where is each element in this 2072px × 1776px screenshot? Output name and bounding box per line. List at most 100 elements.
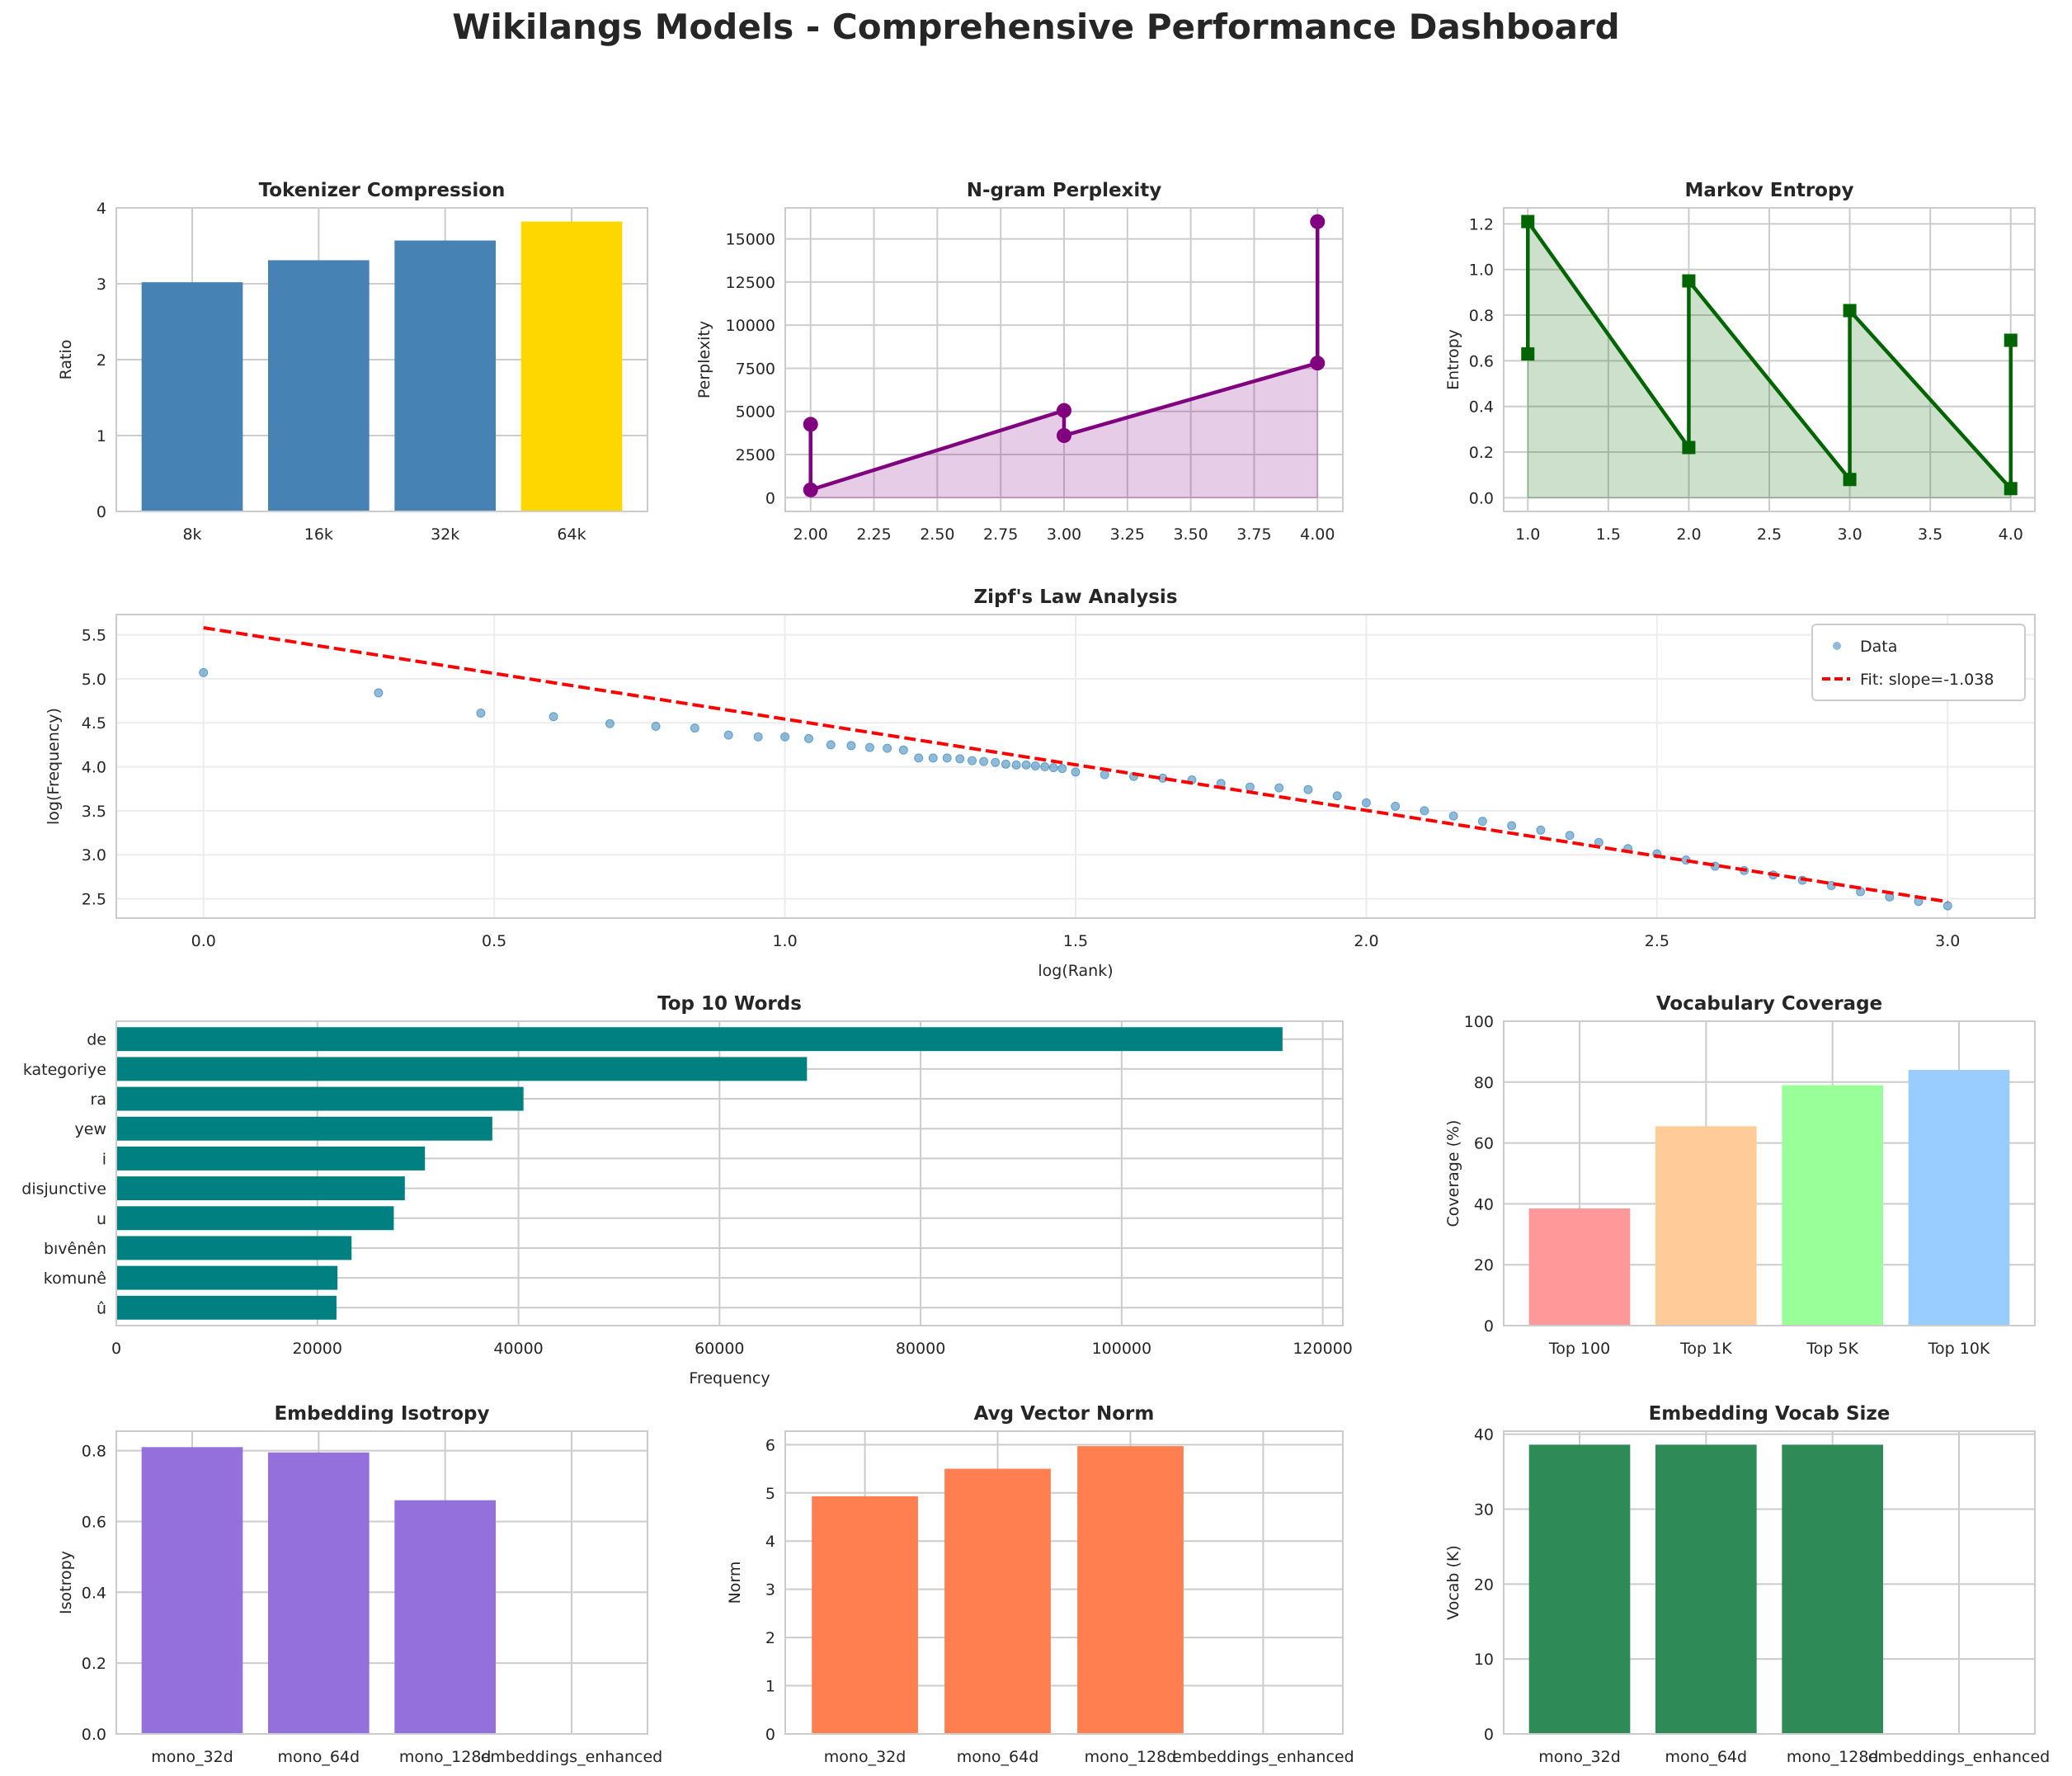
series-line — [808, 221, 1320, 492]
bar-mono_128d — [1077, 1446, 1184, 1734]
y-tick-label: û — [97, 1299, 106, 1317]
chart-title: Vocabulary Coverage — [1656, 993, 1882, 1015]
y-tick-label: 12500 — [726, 274, 775, 292]
data-point — [1942, 901, 1952, 911]
data-point — [1057, 403, 1071, 418]
bar-Top 5K — [1782, 1085, 1883, 1326]
axes-frame — [1503, 207, 2036, 512]
y-tick-label: bıvênên — [44, 1240, 106, 1258]
chart-coverage: Top 100 Top 1K Top 5K Top 10K 0 20 40 60 80 100 Vo… — [1444, 993, 2036, 1358]
y-tick-label: i — [102, 1150, 106, 1168]
x-tick-label: 0.0 — [191, 932, 216, 950]
x-tick-label: 32k — [431, 525, 459, 544]
chart-title: Avg Vector Norm — [974, 1403, 1155, 1425]
y-tick-label: 40 — [1474, 1426, 1494, 1444]
y-axis-label: log(Frequency) — [45, 708, 63, 825]
x-tick-label: 1.5 — [1063, 932, 1088, 950]
data-point — [1507, 821, 1517, 831]
x-tick-label: 80000 — [896, 1340, 945, 1358]
x-tick-label: 64k — [557, 525, 586, 544]
y-tick-label: 0 — [1484, 1317, 1494, 1336]
series-line — [1526, 215, 2013, 494]
y-tick-label: 40 — [1474, 1195, 1494, 1213]
y-tick-label: 100 — [1464, 1013, 1494, 1031]
data-point — [1332, 791, 1342, 801]
chart-norm: mono_32d mono_64d mono_128dembeddings_enha… — [726, 1403, 1354, 1766]
x-tick-label: mono_64d — [278, 1748, 360, 1766]
data-point — [1843, 473, 1857, 487]
data-point — [2004, 482, 2018, 496]
bar-mono_32d — [1528, 1444, 1631, 1734]
data-point — [1303, 784, 1313, 794]
x-tick-label: 8k — [182, 525, 201, 544]
y-tick-label: 0 — [765, 1726, 775, 1744]
data-point — [1071, 767, 1081, 777]
x-tick-label: embeddings_enhanced — [481, 1748, 663, 1766]
x-tick-label: 40000 — [493, 1340, 543, 1358]
x-tick-label: embeddings_enhanced — [1172, 1748, 1354, 1766]
y-tick-label: 0 — [765, 489, 775, 507]
y-tick-label: 0.2 — [82, 1655, 106, 1673]
data-point — [723, 730, 733, 740]
axes-frame — [784, 207, 1344, 512]
legend-label: Fit: slope=-1.038 — [1860, 671, 1994, 689]
x-tick-label: 16k — [304, 525, 333, 544]
data-point — [1245, 782, 1255, 792]
bar-i — [116, 1146, 426, 1171]
data-point — [605, 718, 615, 728]
data-point — [1048, 763, 1058, 773]
data-point — [1391, 802, 1401, 812]
data-point — [955, 754, 965, 764]
y-axis-label: Isotropy — [57, 1551, 75, 1614]
y-tick-label: 20 — [1474, 1576, 1494, 1594]
legend-data-marker — [1833, 642, 1841, 650]
data-point — [1521, 214, 1535, 228]
axes-frame — [115, 1020, 1344, 1326]
bar-mono_128d — [1782, 1444, 1883, 1734]
x-tick-label: 2.0 — [1676, 525, 1701, 544]
bar-u — [116, 1206, 394, 1231]
data-point — [1274, 783, 1284, 793]
bar-komunê — [116, 1265, 338, 1290]
dashboard-title: Wikilangs Models - Comprehensive Perform… — [452, 7, 1620, 47]
chart-tokenizer: 8k 16k 32k 64k 0 1 2 3 4 Tokenizer Compression Rat… — [57, 180, 648, 544]
bar-yew — [116, 1116, 492, 1141]
fit-line — [203, 626, 1948, 904]
y-tick-label: de — [87, 1031, 106, 1049]
y-tick-label: 4.5 — [82, 714, 106, 733]
bar-Top 100 — [1528, 1208, 1631, 1326]
x-tick-label: 2.25 — [856, 525, 891, 544]
chart-markov: 1.0 1.5 2.0 2.5 3.0 3.5 4.0 0.0 0.2 0.4 0.6 0.8 1.0 1… — [1444, 180, 2036, 544]
y-tick-label: 4 — [97, 200, 106, 218]
bar-Top 10K — [1908, 1070, 2010, 1326]
x-tick-label: 3.0 — [1837, 525, 1862, 544]
axes-frame — [115, 1430, 648, 1735]
y-tick-label: 3.0 — [82, 846, 106, 864]
data-point — [1057, 428, 1071, 443]
x-tick-label: mono_128d — [1085, 1748, 1177, 1766]
x-tick-label: mono_64d — [957, 1748, 1039, 1766]
y-axis-label: Coverage (%) — [1444, 1120, 1462, 1227]
y-tick-label: 5 — [765, 1485, 775, 1503]
y-tick-label: 1.0 — [1469, 261, 1494, 280]
data-point — [846, 741, 856, 751]
axes-frame — [1503, 1430, 2036, 1735]
y-tick-label: 0.8 — [1469, 307, 1494, 325]
data-point — [1310, 356, 1326, 371]
legend: Data Fit: slope=-1.038 — [1811, 624, 2026, 701]
x-tick-label: 2.75 — [983, 525, 1018, 544]
data-point — [1843, 304, 1857, 318]
y-tick-label: 0.4 — [1469, 398, 1494, 417]
y-tick-label: 0.4 — [82, 1584, 106, 1602]
x-tick-label: mono_64d — [1665, 1748, 1748, 1766]
data-point — [1057, 764, 1067, 774]
y-tick-label: 2 — [765, 1629, 775, 1647]
bar-mono_32d — [812, 1496, 918, 1734]
chart-perplexity: 2.00 2.25 2.50 2.75 3.00 3.25 3.50 3.75 4.00 0 250… — [695, 180, 1344, 544]
axes-frame — [115, 614, 2036, 919]
y-tick-label: 0.2 — [1469, 444, 1494, 462]
data-point — [549, 712, 558, 722]
y-axis-label: Vocab (K) — [1444, 1545, 1462, 1620]
chart-topwords: 0 20000 40000 60000 80000 100000 120000 de kateg… — [21, 993, 1353, 1387]
